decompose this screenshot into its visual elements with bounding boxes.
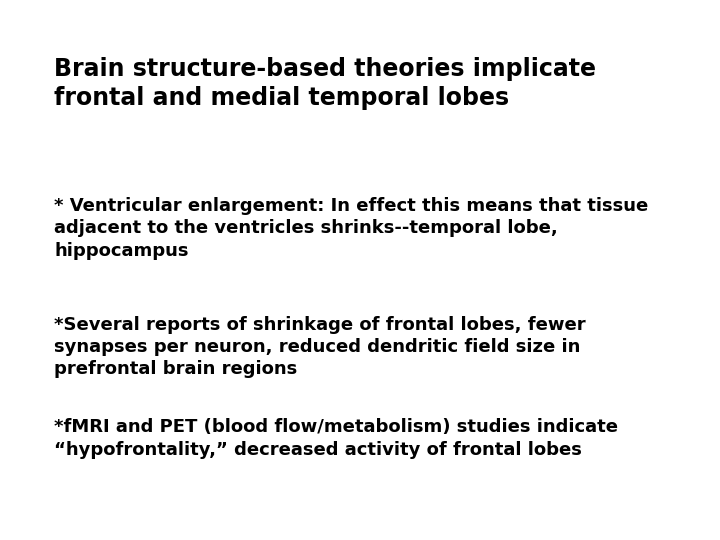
Text: Brain structure-based theories implicate
frontal and medial temporal lobes: Brain structure-based theories implicate…	[54, 57, 596, 110]
Text: *Several reports of shrinkage of frontal lobes, fewer
synapses per neuron, reduc: *Several reports of shrinkage of frontal…	[54, 316, 585, 379]
Text: *fMRI and PET (blood flow/metabolism) studies indicate
“hypofrontality,” decreas: *fMRI and PET (blood flow/metabolism) st…	[54, 418, 618, 458]
Text: * Ventricular enlargement: In effect this means that tissue
adjacent to the vent: * Ventricular enlargement: In effect thi…	[54, 197, 648, 260]
